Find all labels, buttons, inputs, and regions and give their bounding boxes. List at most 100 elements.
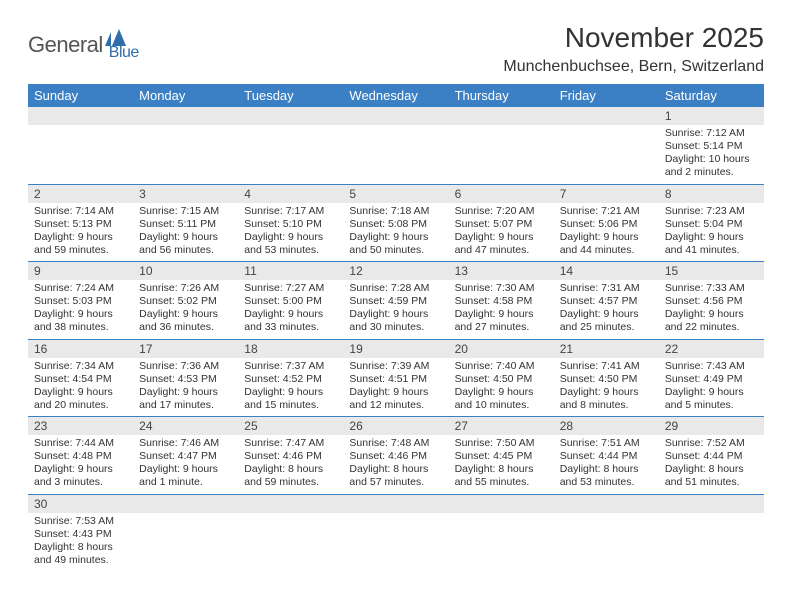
daylight-text-2: and 59 minutes. (34, 244, 127, 257)
day-cell: Sunrise: 7:37 AMSunset: 4:52 PMDaylight:… (238, 358, 343, 417)
day-number (449, 495, 554, 513)
date-number-strip: 2345678 (28, 185, 764, 203)
daylight-text-2: and 51 minutes. (665, 476, 758, 489)
header: General Blue November 2025 Munchenbuchse… (28, 22, 764, 76)
daylight-text-1: Daylight: 9 hours (139, 463, 232, 476)
day-number (238, 107, 343, 125)
sunset-text: Sunset: 4:56 PM (665, 295, 758, 308)
day-header-monday: Monday (133, 84, 238, 107)
day-number: 17 (133, 340, 238, 358)
day-number: 24 (133, 417, 238, 435)
week-row: 16171819202122Sunrise: 7:34 AMSunset: 4:… (28, 340, 764, 418)
brand-logo: General Blue (28, 22, 139, 62)
day-number: 21 (554, 340, 659, 358)
sunset-text: Sunset: 5:03 PM (34, 295, 127, 308)
daylight-text-2: and 22 minutes. (665, 321, 758, 334)
week-row: 2345678Sunrise: 7:14 AMSunset: 5:13 PMDa… (28, 185, 764, 263)
day-number: 9 (28, 262, 133, 280)
daylight-text-2: and 53 minutes. (560, 476, 653, 489)
location-text: Munchenbuchsee, Bern, Switzerland (503, 58, 764, 76)
daylight-text-1: Daylight: 8 hours (665, 463, 758, 476)
day-number: 28 (554, 417, 659, 435)
sunset-text: Sunset: 4:57 PM (560, 295, 653, 308)
daylight-text-1: Daylight: 9 hours (349, 231, 442, 244)
day-number: 1 (659, 107, 764, 125)
sunset-text: Sunset: 5:02 PM (139, 295, 232, 308)
daylight-text-2: and 57 minutes. (349, 476, 442, 489)
day-cell: Sunrise: 7:50 AMSunset: 4:45 PMDaylight:… (449, 435, 554, 494)
sunrise-text: Sunrise: 7:28 AM (349, 282, 442, 295)
day-number: 8 (659, 185, 764, 203)
sunset-text: Sunset: 4:44 PM (665, 450, 758, 463)
day-cell (449, 125, 554, 184)
week-row: 23242526272829Sunrise: 7:44 AMSunset: 4:… (28, 417, 764, 495)
day-cell (343, 513, 448, 572)
day-cell (133, 513, 238, 572)
daylight-text-2: and 50 minutes. (349, 244, 442, 257)
sunrise-text: Sunrise: 7:36 AM (139, 360, 232, 373)
day-number: 16 (28, 340, 133, 358)
sunset-text: Sunset: 5:00 PM (244, 295, 337, 308)
date-content-strip: Sunrise: 7:53 AMSunset: 4:43 PMDaylight:… (28, 513, 764, 572)
day-cell (238, 125, 343, 184)
sunrise-text: Sunrise: 7:43 AM (665, 360, 758, 373)
sunrise-text: Sunrise: 7:37 AM (244, 360, 337, 373)
day-cell: Sunrise: 7:26 AMSunset: 5:02 PMDaylight:… (133, 280, 238, 339)
daylight-text-1: Daylight: 9 hours (560, 231, 653, 244)
sunset-text: Sunset: 4:53 PM (139, 373, 232, 386)
daylight-text-2: and 1 minute. (139, 476, 232, 489)
day-number: 7 (554, 185, 659, 203)
day-number (28, 107, 133, 125)
daylight-text-1: Daylight: 9 hours (560, 386, 653, 399)
daylight-text-2: and 56 minutes. (139, 244, 232, 257)
sunrise-text: Sunrise: 7:48 AM (349, 437, 442, 450)
day-cell: Sunrise: 7:28 AMSunset: 4:59 PMDaylight:… (343, 280, 448, 339)
day-cell: Sunrise: 7:34 AMSunset: 4:54 PMDaylight:… (28, 358, 133, 417)
day-number (133, 107, 238, 125)
daylight-text-1: Daylight: 9 hours (244, 231, 337, 244)
sunrise-text: Sunrise: 7:26 AM (139, 282, 232, 295)
day-header-sunday: Sunday (28, 84, 133, 107)
daylight-text-2: and 5 minutes. (665, 399, 758, 412)
daylight-text-2: and 30 minutes. (349, 321, 442, 334)
daylight-text-1: Daylight: 9 hours (349, 308, 442, 321)
daylight-text-1: Daylight: 9 hours (139, 386, 232, 399)
day-cell (659, 513, 764, 572)
day-number: 14 (554, 262, 659, 280)
day-header-wednesday: Wednesday (343, 84, 448, 107)
sunset-text: Sunset: 4:58 PM (455, 295, 548, 308)
day-number: 23 (28, 417, 133, 435)
sunset-text: Sunset: 5:11 PM (139, 218, 232, 231)
date-content-strip: Sunrise: 7:24 AMSunset: 5:03 PMDaylight:… (28, 280, 764, 339)
page-title: November 2025 (503, 22, 764, 54)
daylight-text-2: and 49 minutes. (34, 554, 127, 567)
day-number: 4 (238, 185, 343, 203)
day-cell (133, 125, 238, 184)
sunset-text: Sunset: 4:44 PM (560, 450, 653, 463)
daylight-text-1: Daylight: 9 hours (139, 308, 232, 321)
sunset-text: Sunset: 4:52 PM (244, 373, 337, 386)
daylight-text-1: Daylight: 9 hours (34, 386, 127, 399)
date-content-strip: Sunrise: 7:44 AMSunset: 4:48 PMDaylight:… (28, 435, 764, 494)
sunrise-text: Sunrise: 7:23 AM (665, 205, 758, 218)
daylight-text-2: and 53 minutes. (244, 244, 337, 257)
daylight-text-1: Daylight: 9 hours (455, 308, 548, 321)
day-cell: Sunrise: 7:23 AMSunset: 5:04 PMDaylight:… (659, 203, 764, 262)
sunset-text: Sunset: 4:51 PM (349, 373, 442, 386)
daylight-text-2: and 44 minutes. (560, 244, 653, 257)
day-cell: Sunrise: 7:39 AMSunset: 4:51 PMDaylight:… (343, 358, 448, 417)
daylight-text-2: and 27 minutes. (455, 321, 548, 334)
daylight-text-2: and 38 minutes. (34, 321, 127, 334)
day-number: 20 (449, 340, 554, 358)
daylight-text-1: Daylight: 9 hours (665, 386, 758, 399)
day-number: 5 (343, 185, 448, 203)
sunset-text: Sunset: 4:49 PM (665, 373, 758, 386)
calendar: Sunday Monday Tuesday Wednesday Thursday… (28, 84, 764, 571)
sunrise-text: Sunrise: 7:50 AM (455, 437, 548, 450)
day-cell: Sunrise: 7:31 AMSunset: 4:57 PMDaylight:… (554, 280, 659, 339)
sunset-text: Sunset: 4:50 PM (455, 373, 548, 386)
daylight-text-2: and 55 minutes. (455, 476, 548, 489)
day-number: 13 (449, 262, 554, 280)
sunset-text: Sunset: 5:07 PM (455, 218, 548, 231)
day-number: 3 (133, 185, 238, 203)
